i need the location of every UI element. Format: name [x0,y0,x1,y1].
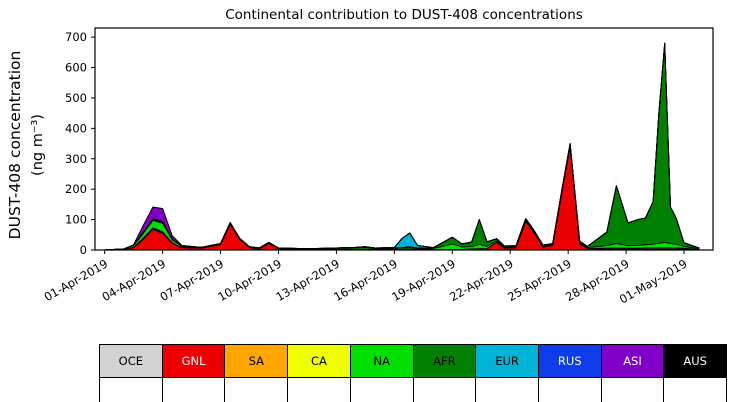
chart-title: Continental contribution to DUST-408 con… [225,7,583,23]
y-axis-label-units: (ng m⁻³) [30,114,46,176]
y-tick-label: 500 [65,91,87,105]
legend-empty-cell [288,378,351,402]
area-series-afr [104,43,700,251]
legend-cell-aus: AUS [664,345,727,377]
legend-empty-row [100,378,726,402]
legend-label-afr: AFR [433,354,456,368]
y-axis-label-line1: DUST-408 concentration [6,50,24,240]
legend-cell-sa: SA [225,345,289,377]
legend-label-ca: CA [311,354,327,368]
y-tick-label: 600 [65,61,87,75]
legend-cell-rus: RUS [538,345,602,377]
legend-empty-cell [225,378,289,402]
x-tick-label: 13-Apr-2019 [273,256,342,304]
legend-empty-cell [539,378,602,402]
x-tick-label: 04-Apr-2019 [100,256,169,304]
plot-area: 0 100 200 300 400 500 600 700 01-Apr-201904-Apr-… [42,27,714,306]
legend-cell-asi: ASI [601,345,665,377]
y-tick-label: 0 [80,243,87,257]
y-tick-label: 700 [65,30,87,44]
legend-cell-eur: EUR [476,345,539,377]
legend-label-asi: ASI [623,354,642,368]
legend-label-sa: SA [248,354,264,368]
legend-label-rus: RUS [557,354,582,368]
x-tick-label: 07-Apr-2019 [157,256,226,304]
y-tick-label: 300 [65,152,87,166]
legend-empty-cell [664,378,726,402]
legend-label-eur: EUR [495,354,519,368]
legend-empty-cell [414,378,477,402]
area-series-gnl [104,146,700,250]
legend-label-oce: OCE [118,354,144,368]
x-tick-label: 25-Apr-2019 [505,256,574,304]
legend-cell-na: NA [350,345,414,377]
x-tick-label: 22-Apr-2019 [447,256,516,304]
legend-table: OCE GNL SA CA NA AFR EUR RUS ASI AUS [99,344,727,402]
x-tick-label: 19-Apr-2019 [389,256,458,304]
legend-cell-gnl: GNL [162,345,226,377]
x-tick-label: 10-Apr-2019 [215,256,284,304]
legend-label-row: OCE GNL SA CA NA AFR EUR RUS ASI AUS [100,345,727,378]
legend-empty-cell [163,378,226,402]
x-tick-label: 01-Apr-2019 [42,256,111,304]
legend-cell-oce: OCE [100,345,163,377]
y-tick-label: 200 [65,182,87,196]
legend-label-gnl: GNL [181,354,206,368]
y-tick-label: 100 [65,213,87,227]
legend-cell-afr: AFR [413,345,477,377]
legend-empty-cell [351,378,414,402]
legend-label-na: NA [373,354,390,368]
x-tick-label: 16-Apr-2019 [331,256,400,304]
legend-empty-cell [602,378,665,402]
legend-empty-cell [100,378,163,402]
y-axis-label: DUST-408 concentration (ng m⁻³) [4,0,50,295]
y-tick-label: 400 [65,121,87,135]
legend-cell-ca: CA [288,345,351,377]
legend-empty-cell [476,378,539,402]
legend-label-aus: AUS [683,354,707,368]
